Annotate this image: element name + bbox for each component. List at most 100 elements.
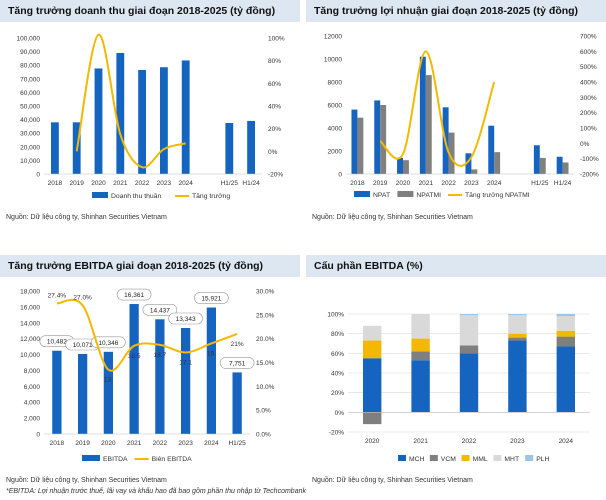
line-series	[56, 298, 238, 372]
x-tick-label: 2020	[365, 438, 380, 445]
bar	[425, 75, 432, 174]
data-label: 16,361	[124, 292, 144, 299]
bar	[539, 157, 546, 174]
y-tick-label: 30,000	[20, 131, 40, 138]
line-series	[379, 50, 496, 167]
y-tick-label: 70,000	[20, 76, 40, 83]
y-tick-label: 18,000	[20, 289, 40, 296]
revenue-chart: 0 10,000 20,000 30,000 40,000 50,000 60,000 70,…	[17, 33, 285, 200]
y-tick-label: 2000	[328, 149, 343, 156]
y-tick-label: 60,000	[20, 90, 40, 97]
y-tick-label: 10,000	[20, 352, 40, 359]
bar-mht	[459, 314, 479, 346]
bar	[471, 169, 478, 174]
ebitda-composition-panel: Cấu phần EBITDA (%) -20% 0% 20% 40% 60% 80% 10…	[306, 255, 606, 500]
profit-panel: Tăng trưởng lợi nhuận giai đoạn 2018-202…	[306, 0, 606, 230]
bar	[380, 105, 387, 174]
x-tick-label: 2023	[510, 438, 525, 445]
bar-mml	[363, 340, 382, 359]
line-data-label: 27.0%	[73, 294, 92, 301]
y-tick-label: 8000	[328, 80, 343, 87]
x-tick-label: 2023	[157, 180, 172, 187]
bar	[94, 68, 103, 174]
y2-tick-label: -20%	[268, 172, 283, 179]
legend-label: Tăng trưởng	[192, 192, 230, 200]
x-tick-label: 2021	[113, 180, 128, 187]
y-tick-label: 6000	[328, 103, 343, 110]
y-tick-label: 16,000	[20, 304, 40, 311]
legend-label: Biên EBITDA	[152, 456, 193, 463]
bar-vcm	[411, 351, 430, 361]
y2-tick-label: -200%	[580, 172, 599, 179]
bar-vcm	[459, 345, 479, 354]
bar	[494, 152, 501, 174]
y-tick-label: 4000	[328, 126, 343, 133]
y-tick-label: -20%	[329, 430, 344, 437]
legend-swatch	[92, 192, 108, 198]
ebitda-chart-title: Tăng trưởng EBITDA giai đoạn 2018-2025 (…	[0, 255, 300, 277]
bar-mch	[556, 346, 575, 413]
profit-chart-title: Tăng trưởng lợi nhuận giai đoạn 2018-202…	[306, 0, 606, 22]
bar-mml	[411, 338, 430, 352]
data-label-bubble	[194, 292, 229, 304]
bar-mch	[508, 340, 527, 413]
bar-mht	[411, 314, 430, 339]
y-tick-label: 2,000	[24, 416, 41, 423]
x-tick-label: 2021	[413, 438, 428, 445]
data-label: 10,346	[98, 340, 118, 347]
x-tick-label: 2022	[135, 180, 150, 187]
y2-tick-label: 15.0%	[256, 360, 275, 367]
y2-tick-label: 30.0%	[256, 289, 275, 296]
x-tick-label: 2018	[50, 440, 65, 447]
y-tick-label: 12,000	[20, 336, 40, 343]
bar-plh	[459, 314, 479, 315]
x-tick-label: H1/25	[228, 440, 246, 447]
y-tick-label: 8,000	[24, 368, 41, 375]
ebitda-composition-chart: -20% 0% 20% 40% 60% 80% 100% 2020 2021 2022 2023 20…	[327, 312, 590, 463]
bar	[155, 319, 165, 434]
data-label: 13,343	[176, 316, 196, 323]
x-tick-label: H1/24	[242, 180, 260, 187]
y-tick-label: 40,000	[20, 117, 40, 124]
data-label: 14,437	[150, 307, 170, 314]
y2-tick-label: 80%	[268, 58, 281, 65]
line-series	[75, 33, 186, 169]
y2-tick-label: 10.0%	[256, 384, 275, 391]
y2-tick-label: 5.0%	[256, 408, 271, 415]
legend-swatch	[354, 191, 370, 197]
y2-tick-label: 700%	[580, 34, 597, 41]
legend-label: NPATMI	[416, 192, 441, 199]
data-label: 7,751	[229, 360, 246, 367]
y-tick-label: 10000	[324, 57, 342, 64]
y2-tick-label: 500%	[580, 64, 597, 71]
legend-label: VCM	[441, 456, 456, 463]
x-tick-label: 2020	[101, 440, 116, 447]
ebitda-composition-title: Cấu phần EBITDA (%)	[306, 255, 606, 277]
y-tick-label: 4,000	[24, 400, 41, 407]
bar-vcm	[556, 336, 575, 347]
bar	[181, 60, 190, 174]
x-tick-label: 2023	[464, 180, 479, 187]
line-data-label: 19.	[207, 350, 216, 357]
bar-mht	[363, 325, 382, 341]
y-tick-label: 100%	[327, 312, 344, 319]
x-tick-label: H1/25	[221, 180, 239, 187]
bar-mht	[508, 314, 527, 334]
legend-label: Tăng trưởng NPATMI	[465, 191, 530, 199]
bar-mch	[411, 360, 430, 413]
x-tick-label: 2022	[441, 180, 456, 187]
x-tick-label: 2022	[462, 438, 477, 445]
y-tick-label: 0	[36, 432, 40, 439]
bar	[247, 120, 256, 174]
legend-label: MML	[473, 456, 488, 463]
x-tick-label: 2019	[69, 180, 84, 187]
bar-mml	[556, 330, 575, 337]
bar-plh	[556, 314, 575, 316]
x-tick-label: 2024	[204, 440, 219, 447]
line-data-label: 18.7	[154, 352, 167, 359]
y-tick-label: 20,000	[20, 144, 40, 151]
legend-swatch	[82, 455, 100, 461]
y2-tick-label: -100%	[580, 156, 599, 163]
line-data-label: 27.4%	[48, 292, 67, 299]
y2-tick-label: 400%	[580, 80, 597, 87]
